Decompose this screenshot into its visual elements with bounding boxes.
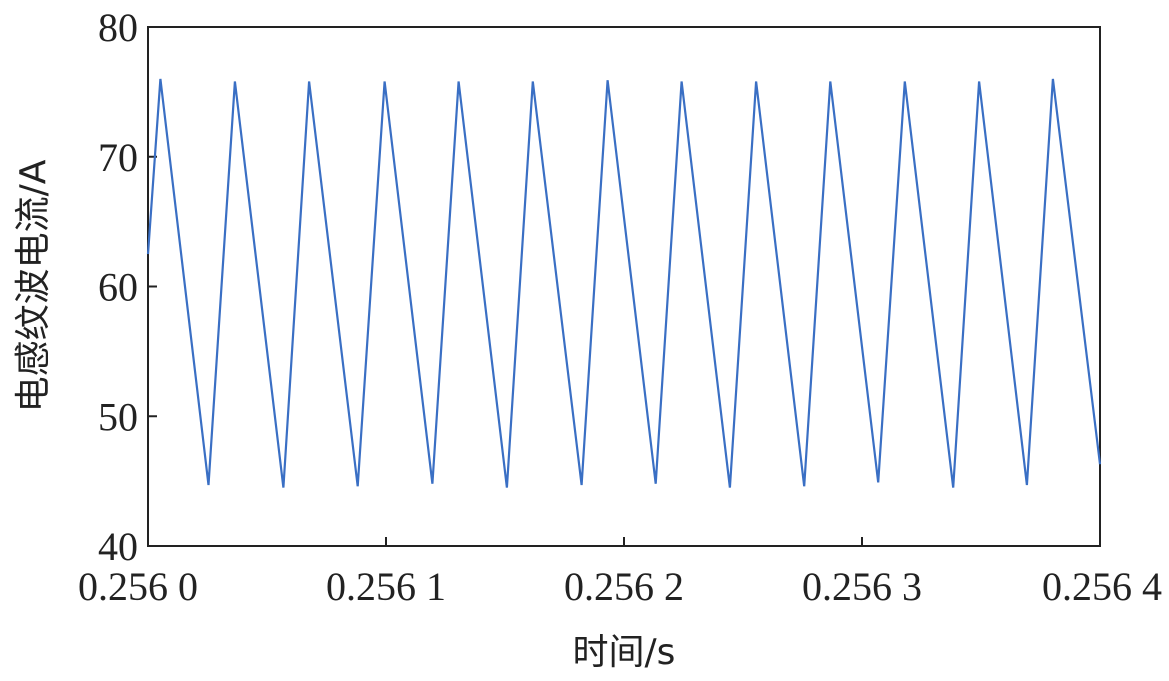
x-axis-ticks: 0.256 0 0.256 1 0.256 2 0.256 3 0.256 4 — [78, 537, 1162, 609]
y-axis-ticks: 40 50 60 70 80 — [98, 5, 157, 569]
y-tick-label: 50 — [98, 394, 138, 439]
x-tick-label: 0.256 0 — [78, 564, 198, 609]
y-tick-label: 80 — [98, 5, 138, 50]
x-tick-label: 0.256 1 — [326, 564, 446, 609]
x-tick-label: 0.256 3 — [802, 564, 922, 609]
series-line — [146, 78, 1102, 488]
plot-frame — [147, 26, 1101, 547]
y-tick-label: 40 — [98, 524, 138, 569]
y-axis-title: 电感纹波电流/A — [13, 159, 54, 412]
x-axis-title: 时间/s — [573, 632, 676, 673]
y-tick-label: 70 — [98, 135, 138, 180]
y-tick-label: 60 — [98, 265, 138, 310]
x-tick-label: 0.256 4 — [1042, 564, 1162, 609]
x-tick-label: 0.256 2 — [564, 564, 684, 609]
